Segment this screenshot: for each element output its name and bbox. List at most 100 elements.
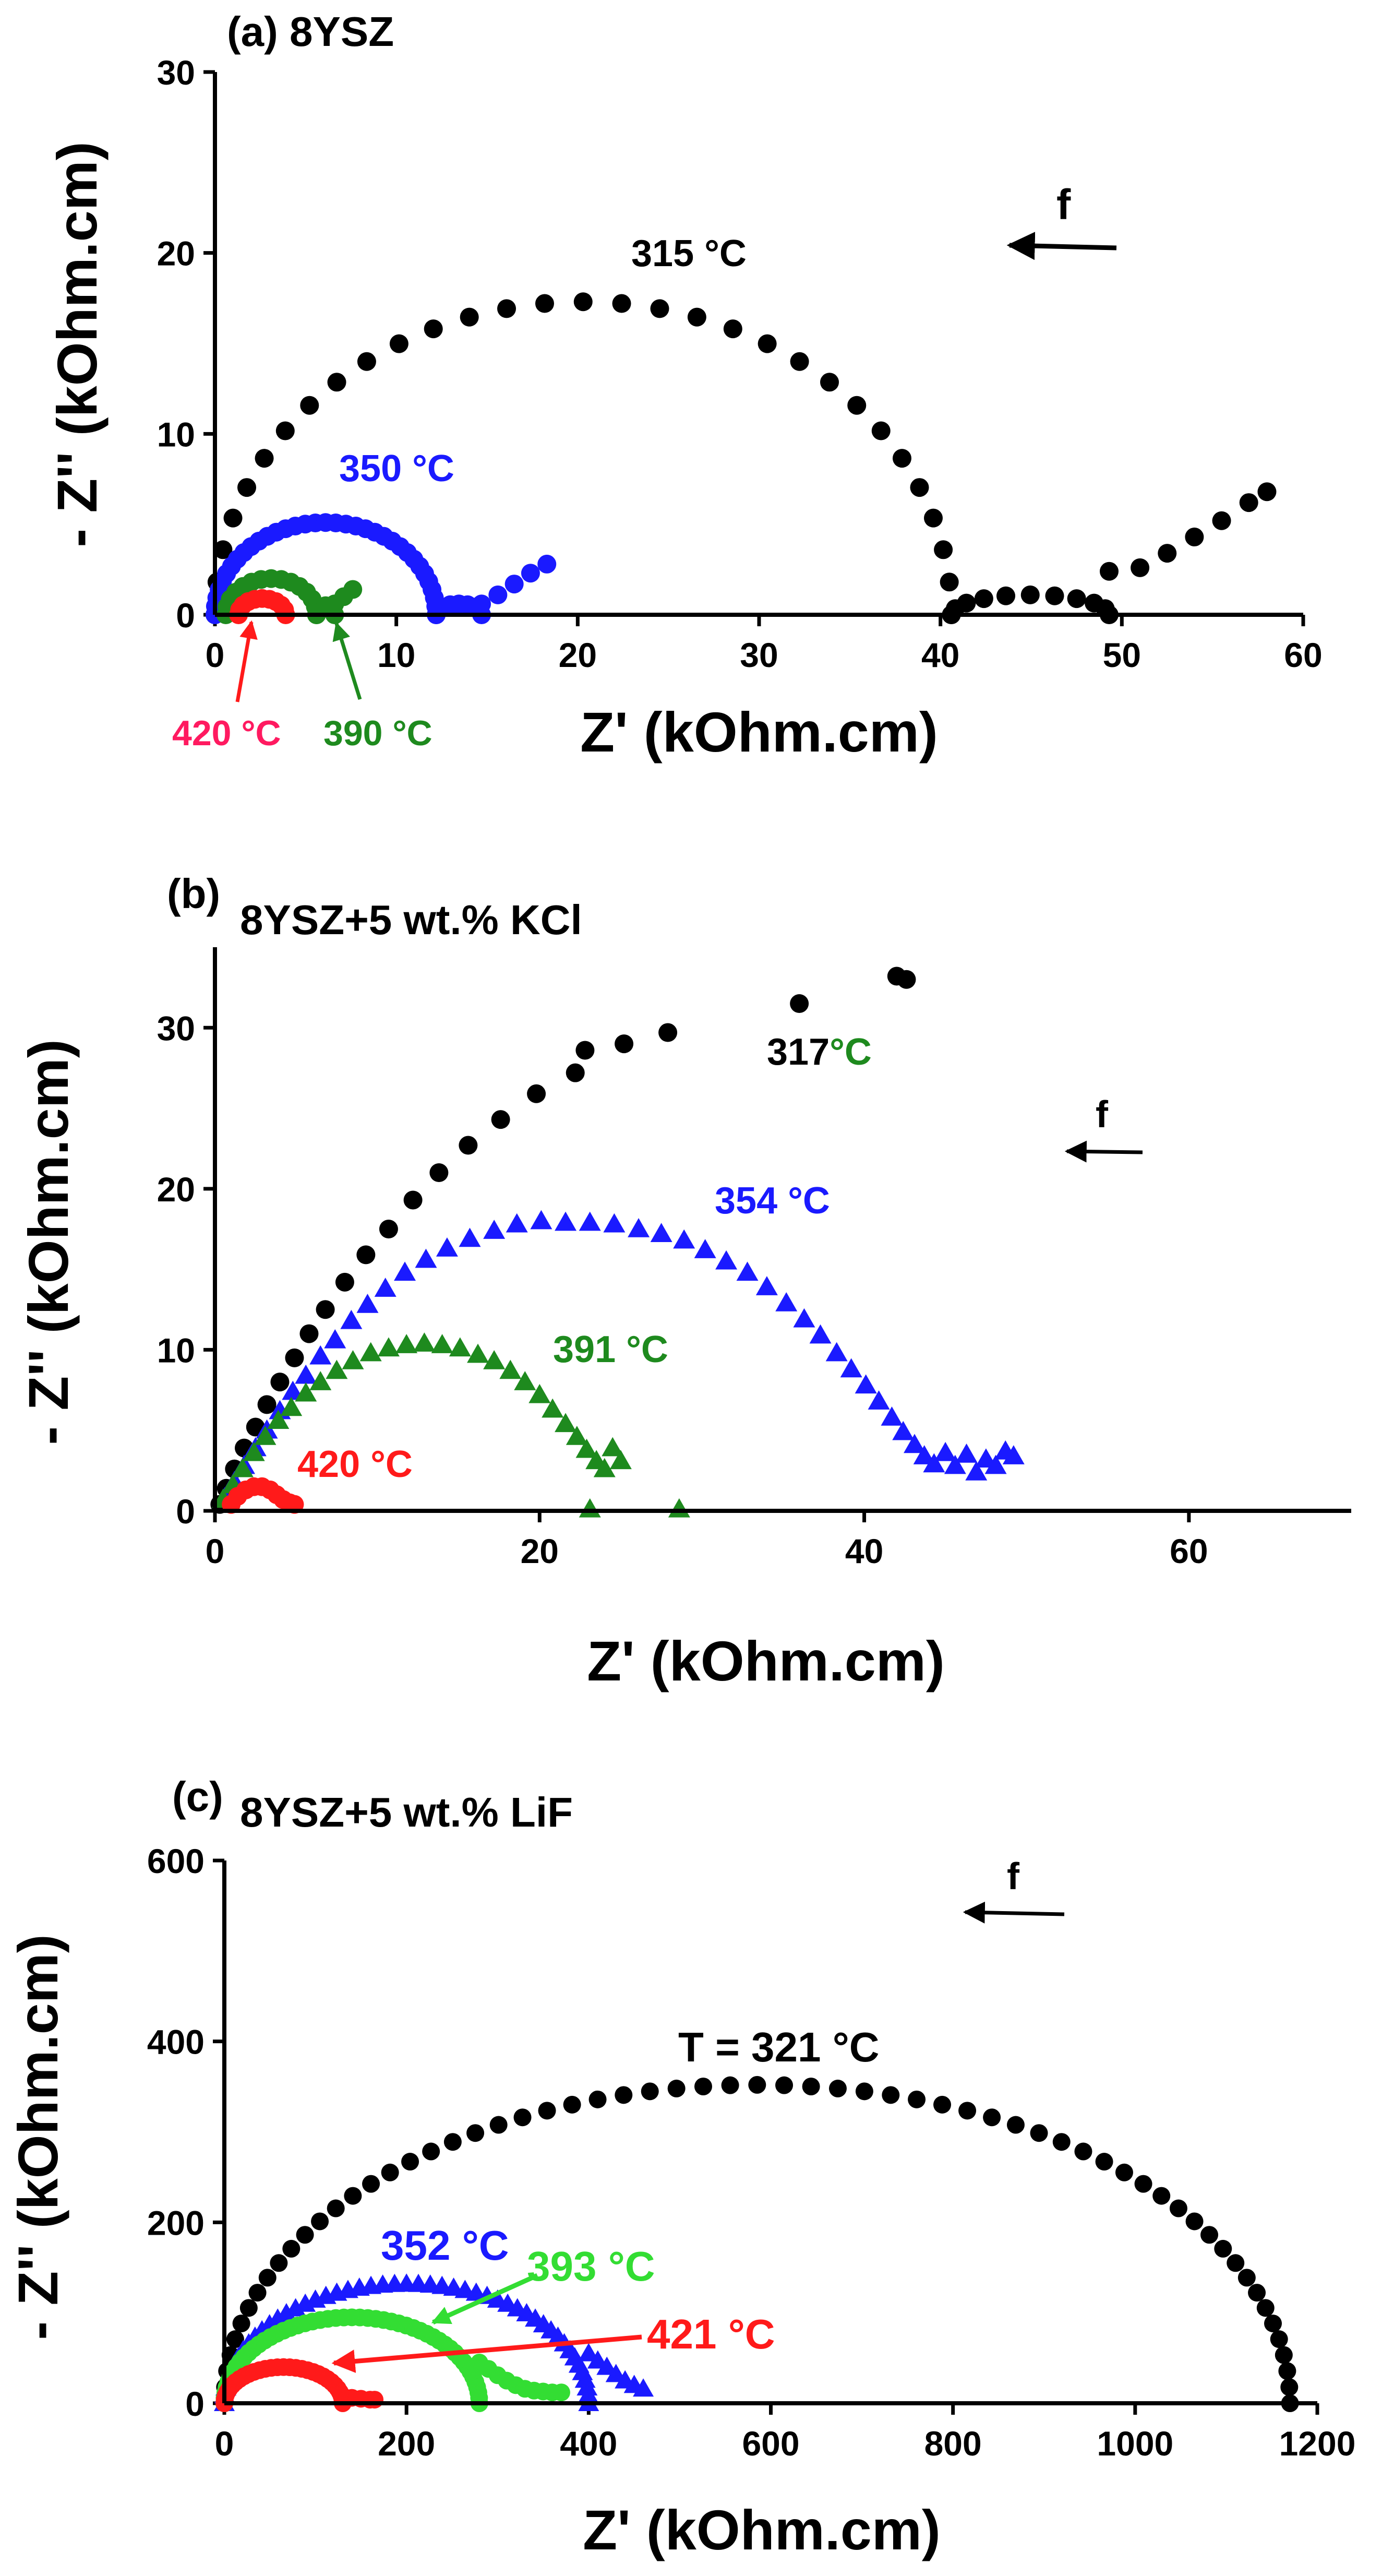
- data-point: [296, 2226, 314, 2244]
- data-point: [1257, 482, 1277, 502]
- panel-1-ytick-label: 20: [157, 1170, 195, 1209]
- data-point: [299, 1324, 319, 1343]
- data-point: [366, 2391, 384, 2409]
- data-point: [1020, 585, 1040, 604]
- data-point: [847, 396, 867, 415]
- data-point: [232, 2315, 250, 2333]
- series-391-c: [212, 1332, 690, 1518]
- panel-2-ytick-label: 200: [147, 2203, 205, 2242]
- panel-1-xtick-label: 60: [1170, 1532, 1208, 1570]
- data-point: [497, 299, 516, 318]
- panel-0-xtick-label: 40: [921, 636, 959, 674]
- panel-1-ytick-label: 30: [157, 1009, 195, 1047]
- data-point: [401, 2153, 419, 2171]
- data-point: [258, 2269, 277, 2287]
- data-point: [237, 478, 257, 497]
- data-point: [673, 1229, 695, 1249]
- data-point: [422, 2142, 440, 2161]
- data-point: [381, 2163, 399, 2181]
- data-point: [379, 1220, 398, 1238]
- data-point: [1067, 589, 1086, 609]
- panel-b: (b) 8YSZ+5 wt.% KCl 0 20 40 60 0 10 20 30 Z' (k…: [17, 870, 1351, 1692]
- data-point: [933, 2095, 952, 2114]
- data-point: [913, 1445, 935, 1464]
- data-point: [974, 589, 993, 609]
- data-point: [775, 2076, 794, 2094]
- data-point: [1200, 2226, 1219, 2244]
- data-point: [650, 299, 669, 318]
- data-point: [552, 2383, 570, 2402]
- data-point: [578, 2343, 599, 2362]
- data-point: [1264, 2315, 1282, 2333]
- data-point: [1074, 2142, 1092, 2161]
- data-point: [424, 319, 443, 339]
- panel-b-freq-label: f: [1096, 1094, 1109, 1136]
- data-point: [327, 373, 346, 392]
- panel-b-label-354: 354 °C: [715, 1180, 830, 1222]
- panel-a-arrow-390: [332, 622, 362, 700]
- data-point: [1002, 1445, 1025, 1464]
- panel-a-series: [206, 292, 1277, 624]
- data-point: [868, 1390, 890, 1410]
- data-point: [944, 1454, 966, 1474]
- data-point: [715, 1250, 738, 1270]
- data-point: [466, 2124, 485, 2142]
- data-point: [327, 2199, 345, 2217]
- panel-a-label-420: 420 °C: [172, 713, 281, 753]
- data-point: [579, 1498, 601, 1518]
- data-point: [326, 1359, 348, 1379]
- data-point: [555, 1413, 577, 1433]
- panel-b-label-317: 317°C: [767, 1031, 872, 1073]
- data-point: [575, 1438, 598, 1458]
- data-point: [436, 1237, 458, 1257]
- data-point: [377, 1337, 400, 1357]
- panel-2-xtick-label: 800: [924, 2424, 982, 2463]
- data-point: [1131, 558, 1150, 577]
- data-point: [555, 1211, 577, 1231]
- panel-2-xtick-label: 0: [215, 2424, 234, 2463]
- data-point: [257, 1395, 277, 1414]
- data-point: [955, 1444, 978, 1463]
- data-point: [538, 2102, 556, 2120]
- data-point: [542, 1398, 564, 1418]
- data-point: [254, 1426, 277, 1445]
- data-point: [892, 449, 911, 468]
- panel-c-label-393: 393 °C: [527, 2243, 655, 2289]
- data-point: [602, 1437, 624, 1457]
- data-point: [871, 421, 891, 440]
- data-point: [855, 2082, 873, 2101]
- data-point: [633, 2378, 654, 2397]
- data-point: [1270, 2330, 1288, 2348]
- data-point: [628, 1218, 650, 1237]
- data-point: [459, 1227, 481, 1247]
- data-point: [897, 970, 916, 989]
- panel-b-label-420: 420 °C: [297, 1444, 413, 1485]
- data-point: [309, 1345, 332, 1365]
- data-point: [588, 2090, 607, 2108]
- series-354-c: [213, 1210, 1025, 1507]
- data-point: [840, 1358, 862, 1378]
- data-point: [223, 508, 243, 528]
- data-point: [736, 1261, 759, 1281]
- data-point: [573, 292, 593, 312]
- data-point: [280, 1397, 303, 1416]
- data-point: [362, 2175, 380, 2193]
- panel-c-ticks: 0 200 400 600 800 1000 1200 0 200 400 600: [147, 1842, 1356, 2463]
- data-point: [248, 2284, 267, 2302]
- panel-2-ytick-label: 400: [147, 2023, 205, 2061]
- data-point: [1115, 2163, 1133, 2181]
- data-point: [687, 307, 706, 327]
- data-point: [904, 1434, 926, 1453]
- data-point: [514, 1371, 536, 1390]
- data-point: [530, 1210, 552, 1230]
- panel-0-xtick-label: 60: [1284, 636, 1322, 674]
- data-point: [984, 1454, 1007, 1474]
- data-point: [443, 2133, 462, 2151]
- data-point: [641, 2082, 659, 2101]
- panel-1-xtick-label: 40: [845, 1532, 883, 1570]
- data-point: [609, 1450, 632, 1470]
- data-point: [793, 1308, 815, 1328]
- data-point: [667, 2079, 686, 2097]
- data-point: [395, 1334, 418, 1353]
- data-point: [324, 1329, 346, 1349]
